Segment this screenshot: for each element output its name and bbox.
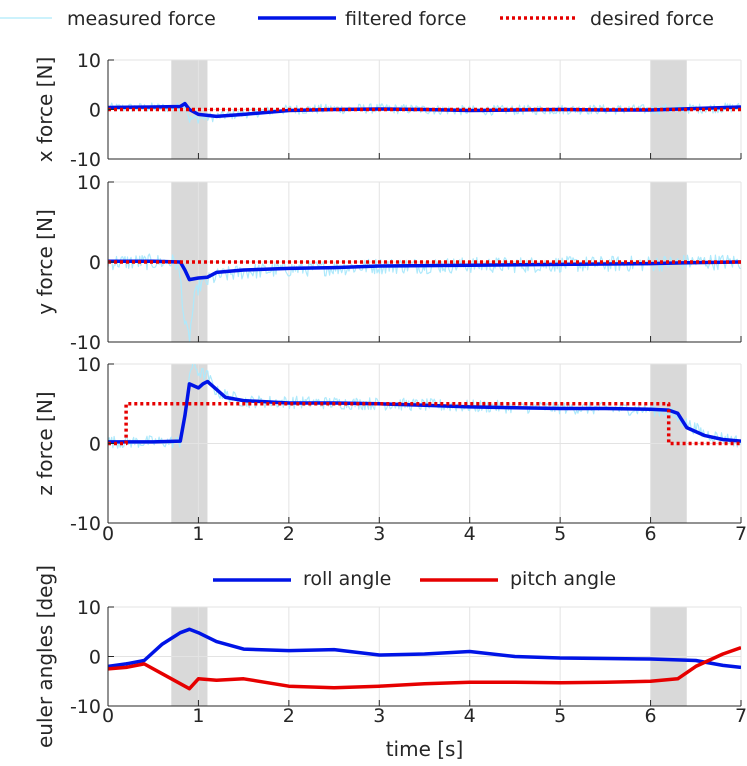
legend-label: desired force xyxy=(590,8,714,30)
legend-bottom-item-1: roll angle xyxy=(213,568,391,590)
x-axis-label: time [s] xyxy=(386,737,464,761)
panel-1: 10 0 -10 x force [N] xyxy=(33,50,742,171)
y-tick-label: 0 xyxy=(89,434,101,456)
x-tick-label: 7 xyxy=(735,705,747,727)
y-tick-label: -10 xyxy=(70,149,101,171)
x-tick-label: 7 xyxy=(735,523,747,545)
x-tick-label: 1 xyxy=(192,523,204,545)
y-tick-label: -10 xyxy=(70,696,101,718)
y-tick-label: 10 xyxy=(77,50,101,72)
chart-panels: 100-10x force [N]100-10y force [N]100-10… xyxy=(33,50,747,761)
legend-top: measured force filtered force desired forc… xyxy=(0,8,714,30)
legend-bottom: roll angle pitch angle xyxy=(213,568,616,590)
legend-label: roll angle xyxy=(303,568,391,590)
series-roll-angle xyxy=(108,627,741,670)
y-tick-label: -10 xyxy=(70,513,101,535)
series-pitch-angle xyxy=(108,645,741,691)
y-axis-label: x force [N] xyxy=(33,57,57,162)
panel-2: 10 0 -10 y force [N] xyxy=(33,172,742,354)
legend-top-item-2: filtered force xyxy=(258,8,466,30)
y-tick-label: -10 xyxy=(70,332,101,354)
x-tick-label: 0 xyxy=(102,705,114,727)
x-tick-label: 5 xyxy=(554,705,566,727)
series-filtered-force xyxy=(108,101,741,119)
legend-top-item-1: measured force xyxy=(0,8,216,30)
x-tick-label: 4 xyxy=(464,705,476,727)
y-tick-label: 10 xyxy=(77,354,101,376)
legend-top-item-3: desired force xyxy=(500,8,714,30)
x-tick-label: 3 xyxy=(373,523,385,545)
series-filtered-force xyxy=(108,259,741,282)
x-tick-label: 6 xyxy=(645,523,657,545)
y-axis-label: z force [N] xyxy=(33,391,57,495)
x-tick-label: 2 xyxy=(283,705,295,727)
x-tick-label: 0 xyxy=(102,523,114,545)
y-tick-label: 0 xyxy=(89,647,101,669)
x-tick-label: 4 xyxy=(464,523,476,545)
legend-bottom-item-2: pitch angle xyxy=(420,568,616,590)
legend-label: pitch angle xyxy=(510,568,616,590)
y-tick-label: 0 xyxy=(89,100,101,122)
x-tick-label: 1 xyxy=(192,705,204,727)
panel-3: 100-10 0 1 2 3 4 5 6 7z force [N] xyxy=(33,354,747,545)
y-axis-label: euler angles [deg] xyxy=(33,565,57,748)
x-tick-label: 6 xyxy=(645,705,657,727)
y-tick-label: 0 xyxy=(89,252,101,274)
y-tick-label: 10 xyxy=(77,172,101,194)
x-tick-label: 2 xyxy=(283,523,295,545)
x-tick-label: 3 xyxy=(373,705,385,727)
legend-label: filtered force xyxy=(345,8,466,30)
y-tick-label: 10 xyxy=(77,597,101,619)
legend-label: measured force xyxy=(67,8,216,30)
y-axis-label: y force [N] xyxy=(33,209,57,314)
x-tick-label: 5 xyxy=(554,523,566,545)
